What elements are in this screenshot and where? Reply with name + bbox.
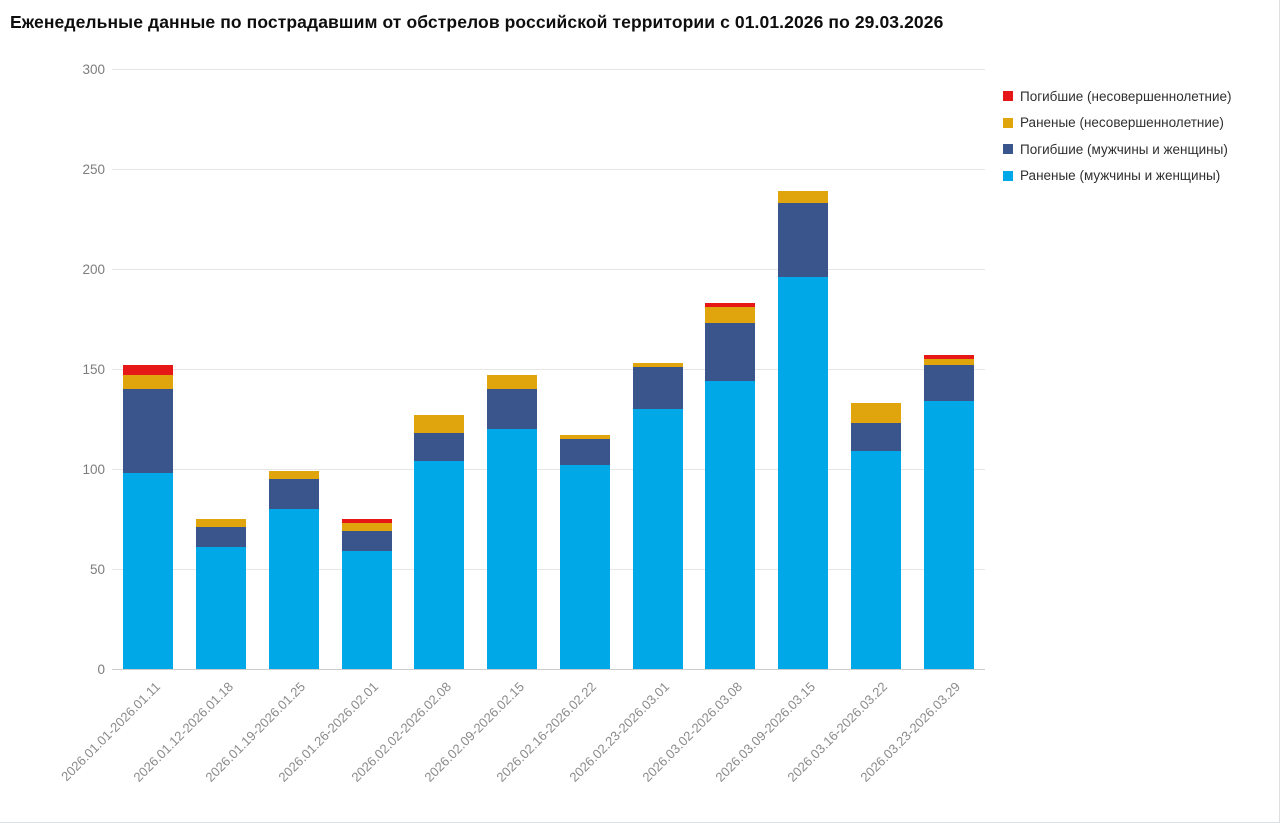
legend-label: Погибшие (несовершеннолетние) bbox=[1020, 88, 1232, 104]
bar-segment bbox=[268, 471, 319, 479]
legend-item: Погибшие (мужчины и женщины) bbox=[1003, 136, 1232, 163]
bar-slot bbox=[476, 70, 549, 669]
bar-slot bbox=[621, 70, 694, 669]
bar-segment bbox=[123, 473, 174, 669]
bar-segment bbox=[705, 307, 756, 323]
y-tick-label: 100 bbox=[82, 462, 105, 477]
bar-segment bbox=[341, 531, 392, 551]
legend-item: Погибшие (несовершеннолетние) bbox=[1003, 83, 1232, 110]
legend-label: Раненые (мужчины и женщины) bbox=[1020, 168, 1221, 184]
gridline-300 bbox=[112, 69, 985, 70]
bar-slot bbox=[112, 70, 185, 669]
bar-segment bbox=[196, 547, 247, 669]
bar-segment bbox=[778, 203, 829, 277]
bar-slot bbox=[912, 70, 985, 669]
bar bbox=[196, 519, 247, 669]
y-tick-label: 150 bbox=[82, 362, 105, 377]
bar-segment bbox=[196, 519, 247, 527]
bar-slot bbox=[258, 70, 331, 669]
bar-slot bbox=[185, 70, 258, 669]
bar-segment bbox=[850, 423, 901, 451]
legend-label: Раненые (несовершеннолетние) bbox=[1020, 115, 1224, 131]
legend-item: Раненые (мужчины и женщины) bbox=[1003, 163, 1232, 190]
bar-segment bbox=[632, 363, 683, 367]
legend-item: Раненые (несовершеннолетние) bbox=[1003, 110, 1232, 137]
bar bbox=[632, 363, 683, 669]
bar-segment bbox=[559, 435, 610, 439]
bar-slot bbox=[549, 70, 622, 669]
bar bbox=[341, 519, 392, 669]
gridline-200 bbox=[112, 269, 985, 270]
bar-segment bbox=[123, 389, 174, 473]
gridline-250 bbox=[112, 169, 985, 170]
bar-segment bbox=[705, 303, 756, 307]
legend-swatch bbox=[1003, 144, 1013, 155]
bar-segment bbox=[923, 355, 974, 359]
y-tick-label: 50 bbox=[89, 562, 105, 577]
bar-segment bbox=[487, 389, 538, 429]
bar-slot bbox=[767, 70, 840, 669]
gridline-50 bbox=[112, 569, 985, 570]
plot-area bbox=[112, 69, 985, 670]
legend-swatch bbox=[1003, 170, 1013, 181]
y-tick-label: 200 bbox=[82, 262, 105, 277]
bar-segment bbox=[123, 365, 174, 375]
bar-segment bbox=[923, 365, 974, 401]
bar-segment bbox=[850, 451, 901, 669]
legend-swatch bbox=[1003, 91, 1013, 102]
chart-title: Еженедельные данные по пострадавшим от о… bbox=[10, 12, 944, 32]
bar-segment bbox=[123, 375, 174, 389]
bar-segment bbox=[559, 439, 610, 465]
bar bbox=[778, 191, 829, 669]
bar bbox=[414, 415, 465, 669]
bar-segment bbox=[268, 509, 319, 669]
bar-segment bbox=[341, 551, 392, 669]
bar bbox=[487, 375, 538, 669]
bar-segment bbox=[705, 323, 756, 381]
bar-slot bbox=[694, 70, 767, 669]
legend-swatch bbox=[1003, 117, 1013, 128]
bar-slot bbox=[840, 70, 913, 669]
bar bbox=[923, 355, 974, 669]
bar-segment bbox=[196, 527, 247, 547]
bar bbox=[850, 403, 901, 669]
gridline-100 bbox=[112, 469, 985, 470]
bar-segment bbox=[487, 429, 538, 669]
bars-container bbox=[112, 70, 985, 669]
bar-segment bbox=[559, 465, 610, 669]
bar-segment bbox=[632, 367, 683, 409]
bar-segment bbox=[414, 461, 465, 669]
bar-segment bbox=[414, 415, 465, 433]
bar-segment bbox=[923, 401, 974, 669]
bar-segment bbox=[341, 523, 392, 531]
bar-segment bbox=[487, 375, 538, 389]
y-tick-label: 0 bbox=[97, 662, 105, 677]
gridline-150 bbox=[112, 369, 985, 370]
bar-segment bbox=[414, 433, 465, 461]
legend-label: Погибшие (мужчины и женщины) bbox=[1020, 141, 1228, 157]
bar-segment bbox=[705, 381, 756, 669]
y-tick-label: 300 bbox=[82, 62, 105, 77]
y-tick-label: 250 bbox=[82, 162, 105, 177]
x-axis: 2026.01.01-2026.01.11 2026.01.12-2026.01.… bbox=[58, 671, 985, 821]
gridline-0 bbox=[112, 669, 985, 670]
bar bbox=[123, 365, 174, 669]
bar-segment bbox=[923, 359, 974, 365]
bar-slot bbox=[330, 70, 403, 669]
bar bbox=[705, 303, 756, 669]
bar-segment bbox=[850, 403, 901, 423]
bar bbox=[559, 435, 610, 669]
bar bbox=[268, 471, 319, 669]
bar-segment bbox=[778, 277, 829, 669]
bar-segment bbox=[632, 409, 683, 669]
y-axis: 0 50 100 150 200 250 300 bbox=[0, 62, 105, 677]
bar-segment bbox=[268, 479, 319, 509]
legend: Погибшие (несовершеннолетние) Раненые (не… bbox=[1003, 83, 1232, 189]
bar-segment bbox=[778, 191, 829, 203]
bar-slot bbox=[403, 70, 476, 669]
bar-segment bbox=[341, 519, 392, 523]
